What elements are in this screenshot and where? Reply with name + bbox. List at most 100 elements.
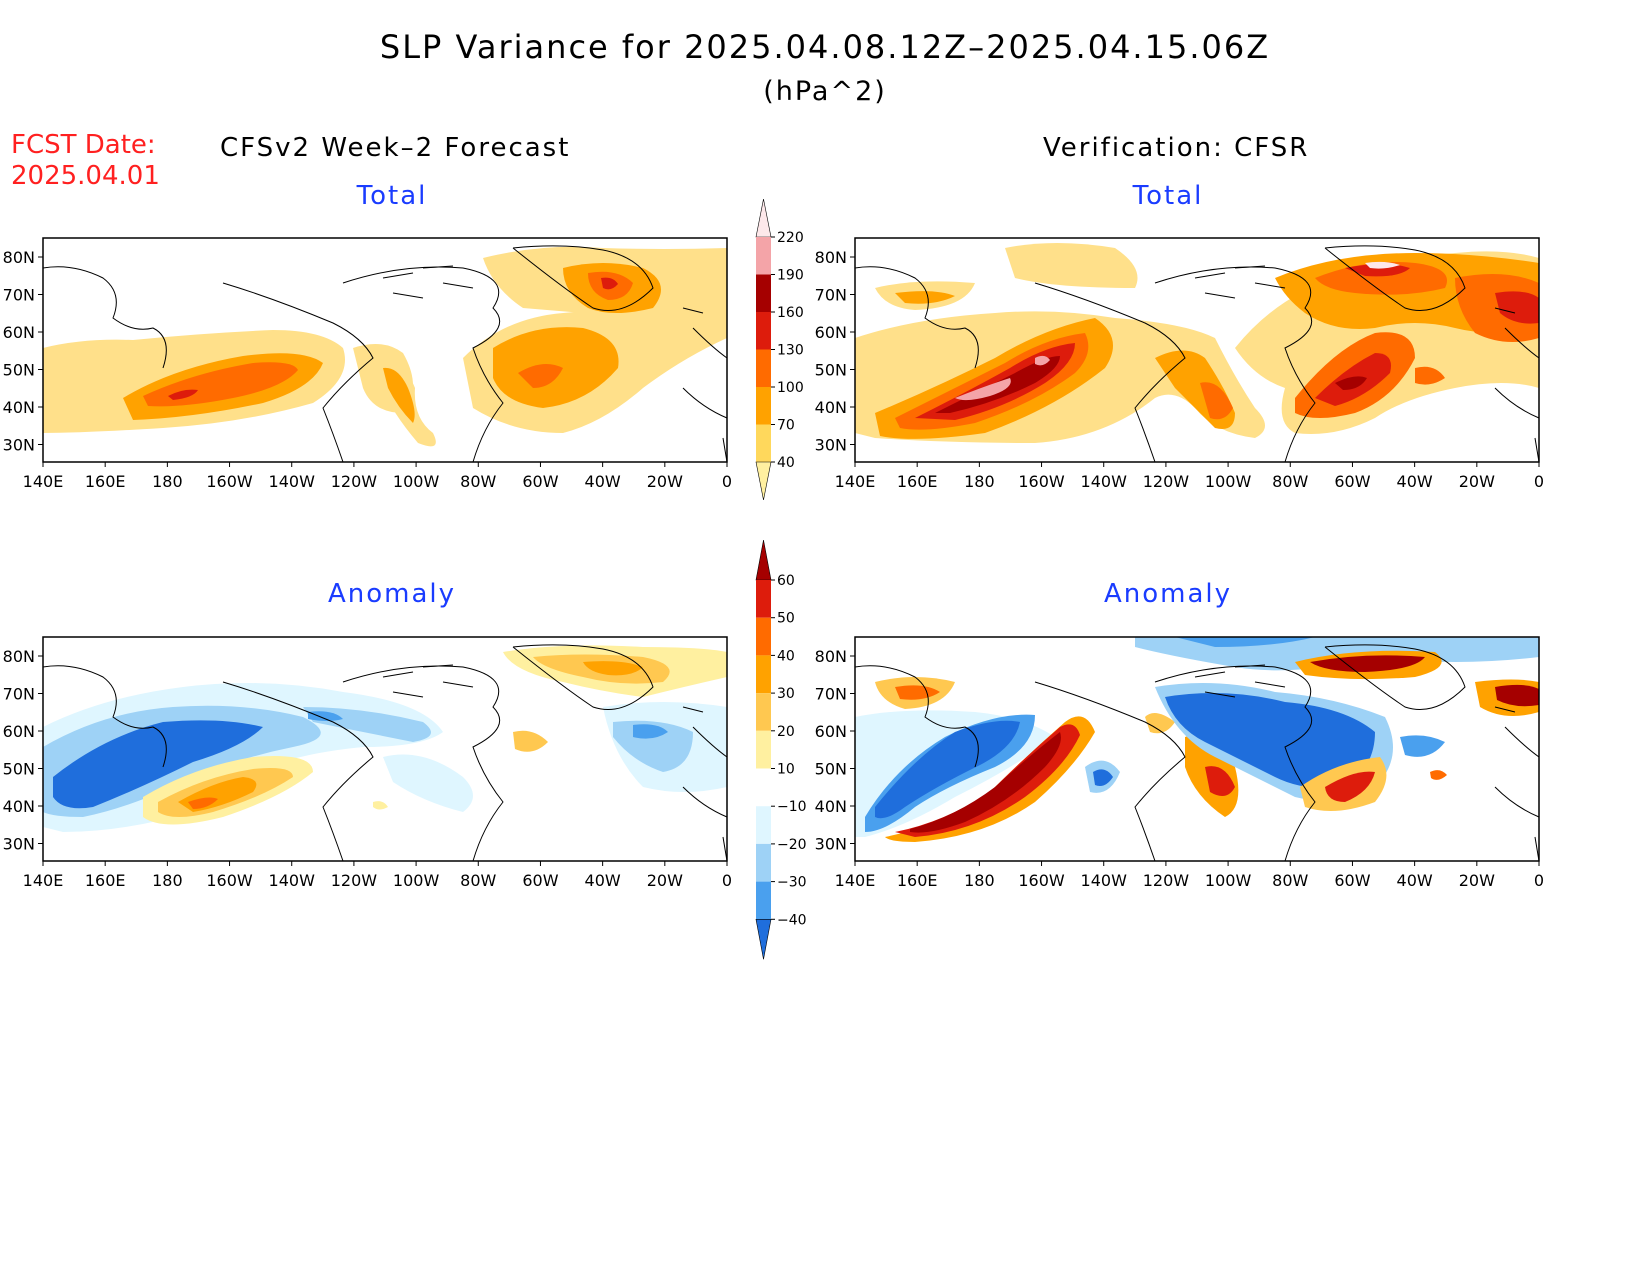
forecast-heading: CFSv2 Week–2 Forecast [220,133,571,163]
map-verification-total: 80N 70N 60N 50N 40N 30N 140E 160E 180 160W 140W 12… [815,237,1544,491]
anomaly-contours [43,645,727,832]
lon-tick-label: 180 [964,472,995,491]
lat-ticks: 80N 70N 60N 50N 40N 30N [3,647,43,854]
lon-tick-label: 40W [1397,472,1433,491]
lon-ticks: 140E 160E 180 160W 140W 120W 100W 80W 60W 40W 20W 0 [835,861,1544,890]
lon-tick-label: 160W [206,871,253,890]
lon-tick-label: 60W [522,871,558,890]
colorbar-total-swatch [756,349,771,387]
lon-tick-label: 100W [1205,871,1252,890]
colorbar-anomaly-swatch [756,655,771,694]
lat-ticks: 80N 70N 60N 50N 40N 30N [3,248,43,455]
colorbar-anomaly-label: 20 [777,724,795,740]
coastlines [854,245,1540,463]
axis-labels: 80N 70N 60N 50N 40N 30N 140E 160E 180 160W 140W 12… [815,647,1544,890]
coastlines [854,644,1540,862]
lon-tick-label: 160W [1018,472,1065,491]
lat-tick-label: 50N [3,760,35,779]
colorbar-total-swatch [756,424,771,462]
colorbar-anomaly-label: 30 [777,686,795,702]
lat-tick-label: 70N [815,286,847,305]
lat-tick-label: 30N [3,436,35,455]
lat-tick-label: 80N [3,248,35,267]
colorbar-anomaly-swatch [756,768,771,807]
coastlines [42,644,728,862]
lon-tick-label: 80W [460,871,496,890]
lon-tick-label: 60W [1334,472,1370,491]
colorbar-total-label: 70 [777,418,795,434]
lon-tick-label: 160E [85,472,126,491]
colorbar-total-swatch [755,198,772,238]
lon-tick-label: 180 [152,871,183,890]
lon-tick-label: 80W [460,472,496,491]
axis-labels: 80N 70N 60N 50N 40N 30N 140E 160E 180 160W 140W 12… [815,248,1544,491]
colorbar-anomaly-swatch [755,919,772,960]
colorbar-anomaly-label: −10 [777,799,807,815]
lon-tick-label: 100W [393,472,440,491]
lat-tick-label: 40N [815,797,847,816]
coastlines [42,245,728,463]
colorbar-anomaly-label: 40 [777,648,795,664]
lat-tick-label: 40N [3,398,35,417]
lon-tick-label: 120W [331,472,378,491]
fcst-date-value: 2025.04.01 [11,161,160,191]
lon-tick-label: 40W [585,871,621,890]
lon-tick-label: 140W [269,472,316,491]
lat-tick-label: 40N [815,398,847,417]
fcst-date-block: FCST Date: 2025.04.01 [11,130,160,192]
colorbar-total-swatch [756,387,771,425]
panel-label-verification-total: Total [1132,181,1204,211]
colorbar-total-label: 190 [777,268,804,284]
lon-tick-label: 120W [1143,871,1190,890]
lat-tick-label: 30N [815,436,847,455]
units-subtitle: (hPa^2) [763,76,887,107]
lon-tick-label: 120W [1143,472,1190,491]
lon-tick-label: 80W [1272,472,1308,491]
lon-tick-label: 160W [206,472,253,491]
lat-tick-label: 60N [815,722,847,741]
colorbar-anomaly-label: 10 [777,762,795,778]
axis-labels: 80N 70N 60N 50N 40N 30N 140E 160E 180 160W 140W 12… [3,647,732,890]
lon-tick-label: 20W [647,871,683,890]
colorbar-total-label: 220 [777,230,804,246]
anomaly-contours [855,637,1539,842]
lon-tick-label: 100W [393,871,440,890]
lon-tick-label: 20W [647,472,683,491]
colorbar-anomaly-swatch [755,539,772,581]
colorbar-anomaly-swatch [756,730,771,769]
lat-tick-label: 50N [815,361,847,380]
lat-ticks: 80N 70N 60N 50N 40N 30N [815,248,855,455]
lat-tick-label: 70N [3,685,35,704]
lat-tick-label: 60N [3,722,35,741]
colorbar-anomaly-label: −40 [777,912,807,928]
panel-label-verification-anomaly: Anomaly [1103,579,1233,609]
panel-label-forecast-anomaly: Anomaly [327,579,457,609]
panel-label-forecast-total: Total [356,181,428,211]
axis-labels: 80N 70N 60N 50N 40N 30N 140E 160E 180 160W 140W 12… [3,248,732,491]
lon-tick-label: 60W [1334,871,1370,890]
lon-tick-label: 0 [1534,472,1544,491]
lon-tick-label: 140W [269,871,316,890]
colorbar-total-swatch [756,312,771,350]
lon-tick-label: 140W [1081,472,1128,491]
lon-tick-label: 160E [897,871,938,890]
lat-tick-label: 60N [3,323,35,342]
lat-tick-label: 60N [815,323,847,342]
variance-contours [43,246,727,447]
map-forecast-total: 80N 70N 60N 50N 40N 30N 140E 160E 180 160W 140W 12… [3,237,732,491]
colorbar-anomaly-label: 50 [777,611,795,627]
lon-tick-label: 120W [331,871,378,890]
lon-tick-label: 140E [23,472,64,491]
lat-tick-label: 50N [815,760,847,779]
lon-tick-label: 160E [897,472,938,491]
lon-ticks: 140E 160E 180 160W 140W 120W 100W 80W 60W 40W 20W 0 [835,462,1544,491]
colorbar-anomaly-swatch [756,693,771,731]
lon-tick-label: 20W [1459,871,1495,890]
colorbar-total: 220 190 160 130 100 70 40 [755,198,804,501]
map-forecast-anomaly: 80N 70N 60N 50N 40N 30N 140E 160E 180 160W 140W 12… [3,636,732,890]
lat-tick-label: 70N [815,685,847,704]
lon-tick-label: 0 [1534,871,1544,890]
lat-tick-label: 70N [3,286,35,305]
lon-tick-label: 20W [1459,472,1495,491]
colorbar-total-swatch [756,237,771,275]
